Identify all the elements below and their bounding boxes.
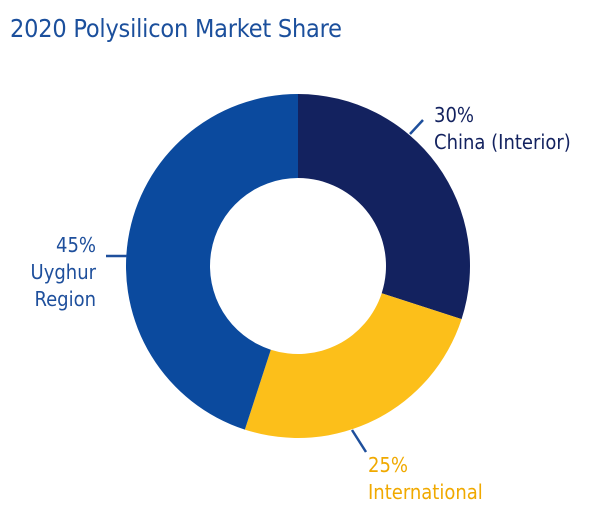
leader-lines	[106, 119, 424, 453]
slice-international	[244, 293, 462, 439]
slice-china-interior	[298, 94, 470, 320]
slice-category-label: Region	[34, 287, 96, 311]
chart-title: 2020 Polysilicon Market Share	[10, 14, 342, 43]
slice-value-label: 30%	[434, 103, 474, 127]
slice-label: 45% Uyghur Region	[31, 233, 97, 311]
slice-label: 30% China (Interior)	[434, 103, 571, 154]
slice-category-label: International	[368, 480, 483, 504]
slice-uyghur-region	[126, 94, 299, 430]
slice-category-label: China (Interior)	[434, 130, 571, 154]
leader-line	[409, 119, 424, 135]
donut-slices	[126, 94, 470, 439]
slice-value-label: 25%	[368, 453, 408, 477]
leader-line	[350, 429, 368, 453]
slice-value-label: 45%	[56, 233, 96, 257]
slice-labels: 30% China (Interior) 25% International 45% Uy…	[31, 103, 571, 504]
slice-category-label: Uyghur	[31, 260, 97, 284]
slice-label: 25% International	[368, 453, 483, 504]
